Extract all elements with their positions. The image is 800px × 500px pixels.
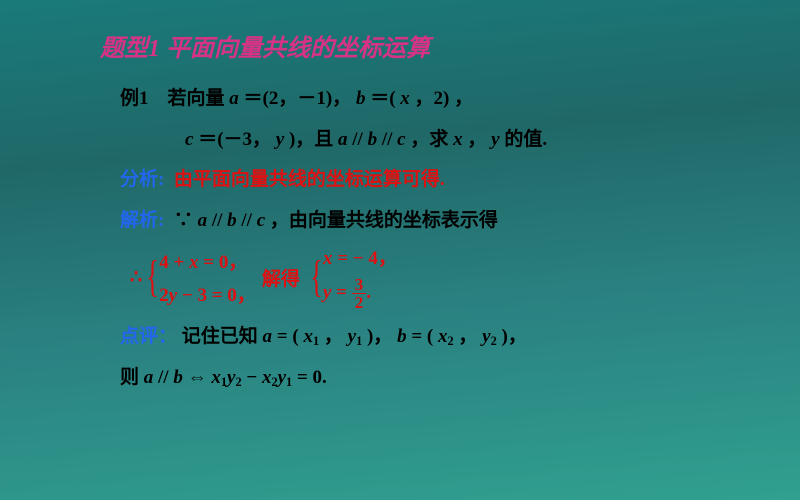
- t: ＝(: [370, 88, 395, 109]
- problem-line2: c ＝(－3， y )，且 a // b // c ，求 x ， y 的值.: [185, 126, 710, 155]
- t: )，: [367, 326, 392, 347]
- comment-label: 点评：: [120, 326, 177, 347]
- var-a: a: [263, 326, 273, 347]
- var-y: y: [482, 326, 490, 347]
- t: .: [366, 282, 371, 303]
- t: ，: [467, 129, 486, 150]
- var-y: y: [278, 367, 286, 388]
- t: = (: [277, 326, 299, 347]
- t: −: [246, 367, 262, 388]
- t: //: [382, 129, 397, 150]
- equation-system: ∴ { 4 + x = 0， 2y − 3 = 0， 解得 { x = − 4，…: [130, 243, 710, 311]
- t: )，且: [289, 129, 333, 150]
- var-c: c: [397, 129, 405, 150]
- sub: 2: [447, 334, 453, 348]
- problem-line1: 例1 若向量 a ＝(2，－1)， b ＝( x ，2) ，: [120, 85, 710, 114]
- left-system: 4 + x = 0， 2y − 3 = 0，: [159, 247, 256, 307]
- t: = 0，: [199, 252, 248, 273]
- var-a: a: [338, 129, 348, 150]
- var-y: y: [348, 326, 356, 347]
- t: − 3 = 0，: [177, 285, 256, 306]
- solution-line: 解析: ∵ a // b // c ，由向量共线的坐标表示得: [120, 207, 710, 236]
- var-a: a: [198, 210, 208, 231]
- t: = − 4，: [332, 248, 396, 269]
- var-y: y: [169, 285, 177, 306]
- var-x: x: [189, 252, 199, 273]
- brace-icon: {: [310, 259, 323, 294]
- brace-icon: {: [146, 259, 159, 294]
- solution-label: 解析:: [120, 210, 164, 231]
- t: 4 +: [159, 252, 189, 273]
- var-b: b: [397, 326, 407, 347]
- t: 则: [120, 367, 144, 388]
- var-x: x: [211, 367, 221, 388]
- var-b: b: [356, 88, 366, 109]
- t: ，2) ，: [415, 88, 474, 109]
- t: ＝(2，－1)，: [244, 88, 352, 109]
- t: = 0.: [297, 367, 327, 388]
- var-a: a: [229, 88, 239, 109]
- t: //: [352, 129, 367, 150]
- var-b: b: [173, 367, 183, 388]
- var-a: a: [144, 367, 154, 388]
- t: //: [158, 367, 173, 388]
- var-b: b: [368, 129, 378, 150]
- t: //: [241, 210, 256, 231]
- var-x: x: [453, 129, 463, 150]
- analysis-line: 分析: 由平面向量共线的坐标运算可得.: [120, 166, 710, 195]
- denominator: 2: [352, 294, 367, 311]
- right-system: x = − 4， y = 32.: [323, 243, 397, 311]
- t: =: [331, 282, 351, 303]
- var-x: x: [262, 367, 272, 388]
- t: ，: [324, 326, 343, 347]
- var-x: x: [400, 88, 410, 109]
- var-b: b: [227, 210, 237, 231]
- t: ＝(－3，: [198, 129, 271, 150]
- iff-symbol: ⇔: [188, 367, 207, 388]
- t: )，: [502, 326, 527, 347]
- var-y: y: [276, 129, 284, 150]
- sub: 1: [356, 334, 362, 348]
- fraction: 32: [352, 276, 367, 311]
- comment-line2: 则 a // b ⇔ x1y2 − x2y1 = 0.: [120, 364, 710, 393]
- numerator: 3: [352, 276, 367, 294]
- t: 若向量: [168, 88, 225, 109]
- var-c: c: [185, 129, 193, 150]
- t: ，求: [410, 129, 448, 150]
- problem-label: 例1: [120, 88, 149, 109]
- sub: 1: [286, 375, 292, 389]
- var-x: x: [303, 326, 313, 347]
- slide-title: 题型1 平面向量共线的坐标运算: [100, 28, 710, 63]
- analysis-label: 分析:: [120, 169, 164, 190]
- t: 记住已知: [182, 326, 263, 347]
- slide-content: 题型1 平面向量共线的坐标运算 例1 若向量 a ＝(2，－1)， b ＝( x…: [0, 0, 800, 412]
- t: 2: [159, 285, 169, 306]
- t: = (: [411, 326, 433, 347]
- analysis-text: 由平面向量共线的坐标运算可得.: [174, 169, 445, 190]
- t: 的值.: [504, 129, 547, 150]
- solve-label: 解得: [262, 264, 300, 291]
- sub: 2: [491, 334, 497, 348]
- sub: 2: [235, 375, 241, 389]
- comment-line1: 点评： 记住已知 a = ( x1 ， y1 )， b = ( x2 ， y2 …: [120, 323, 710, 352]
- t: ，: [458, 326, 477, 347]
- therefore-symbol: ∴: [130, 266, 142, 289]
- t: ，由向量共线的坐标表示得: [270, 210, 498, 231]
- sub: 1: [313, 334, 319, 348]
- t: //: [212, 210, 227, 231]
- because-symbol: ∵: [174, 210, 193, 231]
- var-y: y: [491, 129, 499, 150]
- var-c: c: [257, 210, 265, 231]
